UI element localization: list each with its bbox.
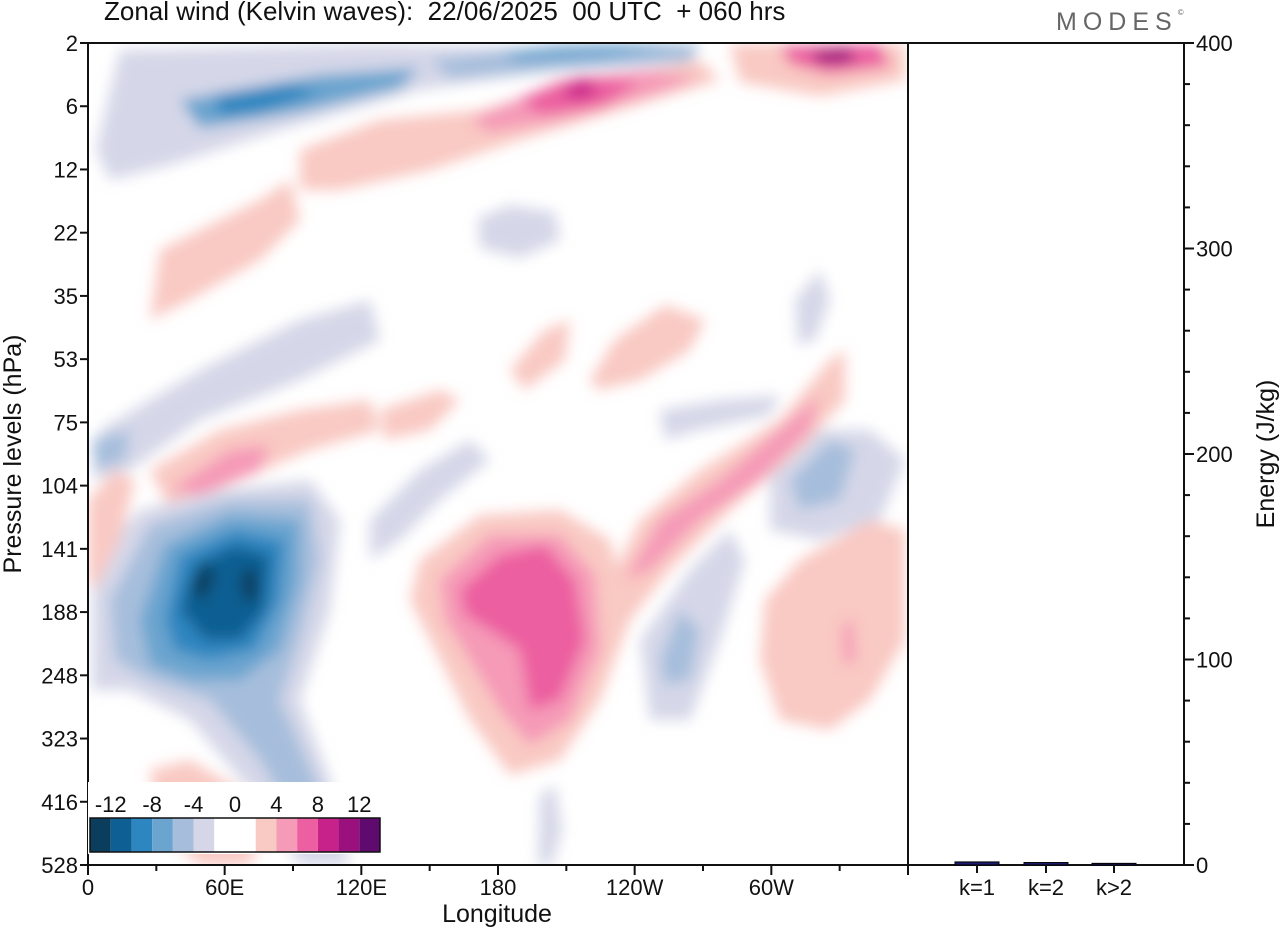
energy-bar [954,861,1000,866]
x-tick-label: 0 [82,875,94,900]
negative-blob-bottom [538,785,562,865]
colorbar-label: -8 [142,792,162,817]
y-tick-label: 323 [41,727,78,752]
energy-tick-label: 200 [1196,442,1233,467]
y-tick-label: 75 [54,410,78,435]
energy-bar [1091,862,1137,866]
negative-blob-right-2 [790,440,855,510]
energy-bars: k=1 k=2 k>2 [954,861,1137,900]
colorbar-swatch [214,818,235,852]
energy-tick-label: 100 [1196,648,1233,673]
colorbar-frame [89,817,381,853]
colorbar-swatch [276,818,298,852]
colorbar-legend: -12 -8 -4 0 4 8 12 [88,782,384,854]
negative-blob-lower-right-2 [660,610,700,685]
energy-bar [1023,862,1069,866]
x-tick-label: 180 [480,875,517,900]
colorbar-swatch [255,818,277,852]
x-axis-title: Longitude [442,900,552,928]
energy-axis-title: Energy (J/kg) [1252,380,1280,529]
energy-axis: 0 100 200 300 400 [1184,31,1233,878]
energy-tick-label: 300 [1196,237,1233,262]
colorbar-swatch [131,818,153,852]
energy-plot-frame [907,42,1185,866]
colorbar-swatch [110,818,132,852]
negative-band-upper [96,44,560,180]
y-tick-label: 188 [41,600,78,625]
y-tick-label: 104 [41,474,78,499]
positive-band-middle-2 [380,390,460,440]
negative-blob-right-top [795,270,830,345]
x-tick-label: 120E [336,875,387,900]
positive-blob-center-2 [460,545,585,710]
colorbar-swatch [317,818,339,852]
colorbar-swatch [90,818,111,852]
y-tick-label: 416 [41,790,78,815]
energy-category-label: k>2 [1096,875,1132,900]
negative-blob-22 [478,205,560,258]
y-tick-label: 22 [54,221,78,246]
contour-field [88,44,905,865]
negative-core-upper-2 [215,84,320,116]
colorbar-swatch [297,818,318,852]
positive-blob-left-edge [88,470,135,590]
negative-core-top [500,44,680,62]
longitude-axis: 0 60E 120E 180 120W 60W [82,865,909,900]
negative-core-middle [92,430,130,470]
colorbar-label: 8 [312,792,324,817]
chart-title: Zonal wind (Kelvin waves): 22/06/2025 00… [104,0,786,26]
y-tick-label: 141 [41,537,78,562]
positive-blob-53 [510,320,570,390]
negative-blob-low-6 [240,565,258,605]
y-tick-label: 528 [41,853,78,878]
positive-blob-53-2 [590,305,705,390]
negative-blob-right-upper [660,395,780,440]
x-tick-label: 60W [749,875,794,900]
brand-mark: © [1177,8,1184,17]
y-axis-title: Pressure levels (hPa) [0,335,27,574]
energy-category-label: k=1 [959,875,995,900]
colorbar-label: 4 [270,792,282,817]
colorbar-label: 12 [347,792,371,817]
pressure-axis: 2 6 12 22 35 53 75 104 141 188 248 323 416 528 [41,31,88,878]
colorbar-label: -12 [95,792,127,817]
positive-blob-lower-right [760,520,905,730]
colorbar-swatch [359,818,380,852]
y-tick-label: 248 [41,663,78,688]
positive-blob-lower-right-2 [842,618,856,665]
brand-text: MODES [1056,8,1178,36]
x-tick-label: 60E [205,875,244,900]
positive-band-left [150,180,300,320]
colorbar-swatch [235,818,256,852]
negative-blob-low-5 [190,560,215,600]
negative-blob-center [370,440,490,560]
colorbar-label: 0 [229,792,241,817]
x-tick-label: 120W [606,875,664,900]
positive-band-right-2 [625,395,820,580]
colorbar-swatch [172,818,194,852]
energy-tick-label: 400 [1196,31,1233,56]
colorbar-label: -4 [184,792,204,817]
negative-band-middle [92,300,380,480]
y-tick-label: 12 [54,157,78,182]
colorbar-swatch [193,818,215,852]
colorbar-swatch [152,818,173,852]
y-tick-label: 2 [66,31,78,56]
positive-core-middle [170,445,270,495]
energy-category-label: k=2 [1028,875,1064,900]
energy-tick-label: 0 [1196,853,1208,878]
brand-logo: MODES© [1056,8,1184,37]
positive-top-right-3 [810,48,855,64]
y-tick-label: 6 [66,94,78,119]
y-tick-label: 53 [54,347,78,372]
colorbar-swatch [338,818,360,852]
positive-core-upper-2 [560,80,600,100]
y-tick-label: 35 [54,284,78,309]
